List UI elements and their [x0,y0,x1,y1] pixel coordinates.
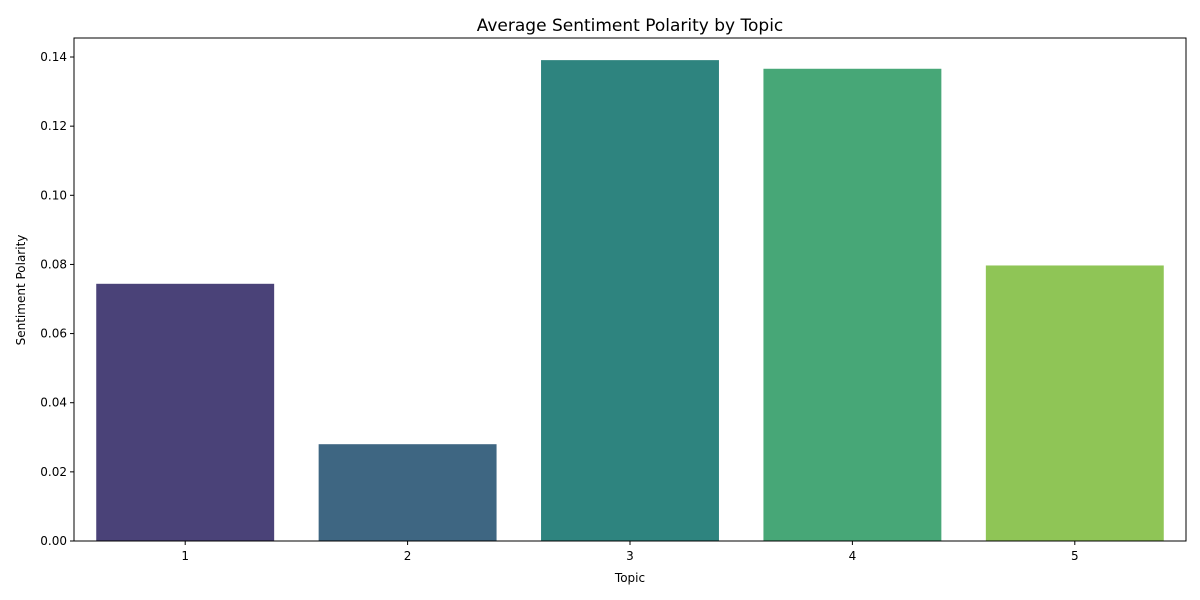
y-axis-ticks: 0.00 0.02 0.04 0.06 0.08 0.10 0.12 0.14 [40,50,74,548]
x-tick-label: 4 [849,549,857,563]
y-tick-label: 0.08 [40,257,67,271]
bar-topic-2 [318,444,497,541]
x-tick-label: 5 [1071,549,1079,563]
bars-group [96,60,1164,541]
bar-topic-1 [96,283,275,541]
plot-frame [73,37,1187,542]
y-tick-label: 0.00 [40,534,67,548]
bar-topic-3 [541,60,719,541]
x-tick-label: 3 [626,549,634,563]
x-tick-label: 2 [404,549,412,563]
y-tick-label: 0.10 [40,188,67,202]
bar-topic-5 [985,265,1164,541]
bar-topic-4 [763,68,942,541]
x-axis-label: Topic [614,571,645,585]
x-axis-ticks: 1 2 3 4 5 [181,541,1079,563]
y-tick-label: 0.06 [40,327,67,341]
chart-title: Average Sentiment Polarity by Topic [477,16,784,36]
y-axis-label: Sentiment Polarity [14,235,28,346]
y-tick-label: 0.12 [40,119,67,133]
y-tick-label: 0.02 [40,465,67,479]
y-tick-label: 0.04 [40,396,67,410]
x-tick-label: 1 [181,549,189,563]
y-tick-label: 0.14 [40,50,67,64]
